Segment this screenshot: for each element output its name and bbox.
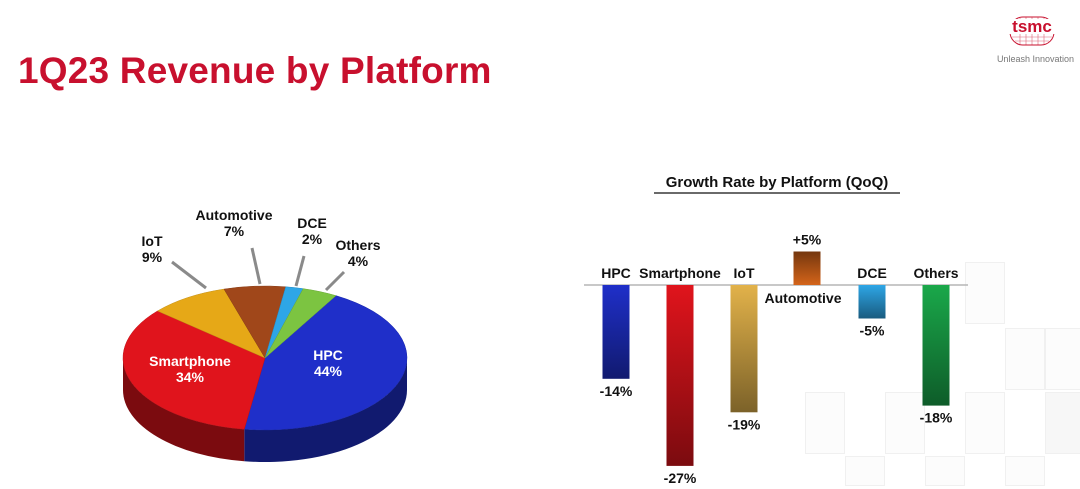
bar-value-hpc: -14% [600, 383, 633, 399]
pie-leader-automotive [250, 247, 262, 285]
pie-slice-others [264, 288, 337, 359]
bar-others [922, 285, 950, 406]
pie-label-others: Others [335, 237, 380, 253]
bar-category-hpc: HPC [601, 265, 631, 281]
revenue-pie-chart: HPC 44% Smartphone 34% IoT 9% Automotive 7% DCE 2… [100, 200, 430, 480]
pie-slice-iot [156, 288, 266, 359]
bar-dce [858, 285, 886, 319]
bar-smartphone [666, 285, 694, 466]
bar-category-others: Others [913, 265, 958, 281]
pie-leader-others [324, 270, 346, 292]
bar-category-smartphone: Smartphone [639, 265, 721, 281]
pie-value-hpc: 44% [314, 363, 343, 379]
pie-slice-hpc [243, 295, 408, 431]
pie-side-smartphone [123, 358, 245, 462]
brand-block: tsmc Unleash Innovation [982, 8, 1074, 66]
bar-category-automotive: Automotive [765, 290, 842, 306]
brand-tagline: Unleash Innovation [996, 54, 1074, 64]
pie-value-others: 4% [348, 253, 369, 269]
bar-chart-title: Growth Rate by Platform (QoQ) [666, 174, 889, 191]
brand-logo-text: tsmc [1012, 17, 1052, 36]
bar-value-automotive: +5% [793, 232, 822, 248]
bar-automotive [793, 251, 821, 285]
pie-label-iot: IoT [142, 233, 163, 249]
pie-slice-smartphone [122, 310, 266, 430]
bar-category-dce: DCE [857, 265, 887, 281]
pie-label-dce: DCE [297, 215, 327, 231]
tsmc-logo: tsmc [1006, 16, 1058, 46]
pie-value-iot: 9% [142, 249, 163, 265]
pie-value-automotive: 7% [224, 223, 245, 239]
pie-value-smartphone: 34% [176, 369, 205, 385]
pie-leader-dce [294, 255, 306, 287]
bar-value-smartphone: -27% [664, 470, 697, 484]
page-title: 1Q23 Revenue by Platform [18, 50, 492, 91]
pie-value-dce: 2% [302, 231, 323, 247]
pie-label-hpc: HPC [313, 347, 343, 363]
bar-value-iot: -19% [728, 416, 761, 432]
bar-svg: Growth Rate by Platform (QoQ) HPC -14% Smar… [584, 174, 968, 486]
bar-value-dce: -5% [860, 323, 885, 339]
bar-category-iot: IoT [734, 265, 755, 281]
bar-iot [730, 285, 758, 413]
pie-label-automotive: Automotive [196, 207, 273, 223]
pie-leader-iot [171, 260, 207, 290]
bar-hpc [602, 285, 630, 379]
growth-bar-chart: Growth Rate by Platform (QoQ) HPC -14% Smar… [570, 160, 990, 486]
pie-label-smartphone: Smartphone [149, 353, 231, 369]
bar-value-others: -18% [920, 410, 953, 426]
pie-side-hpc [244, 358, 408, 462]
